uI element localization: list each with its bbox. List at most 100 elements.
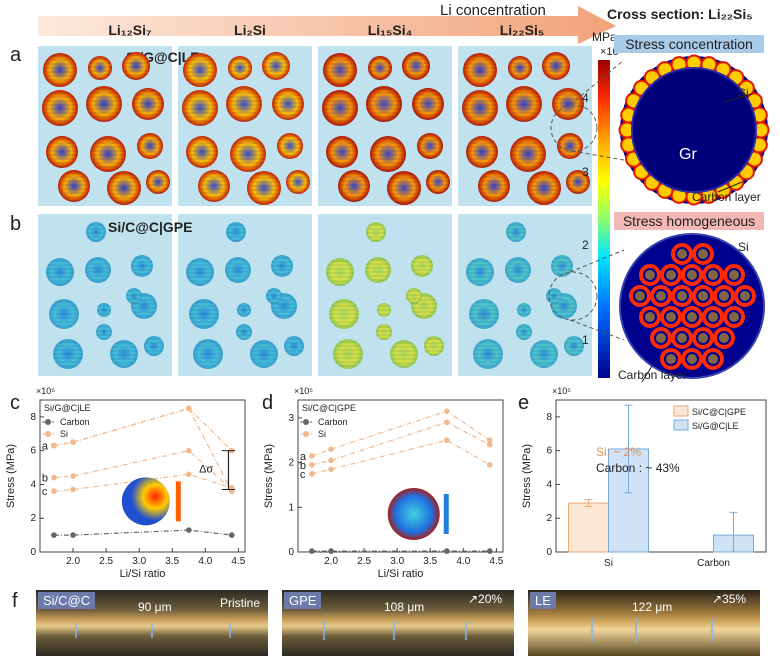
x-tick-label: 4.0	[456, 556, 470, 567]
series-point	[328, 457, 334, 464]
y-tick-label: 0	[288, 547, 294, 558]
si-ring	[734, 285, 756, 307]
row-b-particle	[53, 339, 83, 369]
si-ring	[660, 306, 682, 328]
row-b-particle	[326, 258, 354, 286]
si-core	[740, 291, 750, 301]
x-category-label: Si	[604, 558, 613, 569]
x-axis-label: Li/Si ratio	[120, 568, 166, 580]
y-tick-label: 0	[30, 547, 36, 558]
inset-stress-map	[121, 477, 181, 526]
li-concentration-label: Li concentration	[440, 2, 546, 19]
x-tick-label: 2.0	[324, 556, 338, 567]
cross-a-gr-label: Gr	[679, 146, 697, 163]
point-label: b	[42, 473, 48, 485]
si-core	[666, 270, 676, 280]
row-a-particle	[146, 170, 170, 194]
y-axis-label: Stress (MPa)	[5, 444, 17, 508]
row-a-particle	[368, 56, 392, 80]
si-core	[698, 291, 708, 301]
row-b-particle	[530, 340, 558, 368]
y-axis-label: Stress (MPa)	[263, 444, 275, 508]
row-b-particle	[390, 340, 418, 368]
row-a-particle	[338, 170, 370, 202]
series-point	[328, 548, 334, 554]
series-line	[53, 529, 232, 536]
series-point	[486, 437, 493, 444]
row-a-particle	[412, 88, 444, 120]
si-core	[656, 291, 666, 301]
si-ring	[681, 348, 703, 370]
row-a-particle	[132, 88, 164, 120]
si-ring	[671, 327, 693, 349]
row-a-particle	[90, 136, 126, 172]
row-b-particle	[189, 299, 219, 329]
row-b-particle	[424, 336, 444, 356]
si-core	[729, 312, 739, 322]
row-b-particle	[271, 255, 293, 277]
row-a-particle	[506, 86, 542, 122]
row-b-particle	[469, 299, 499, 329]
series-point	[328, 466, 334, 473]
row-a-particle	[466, 136, 498, 168]
panel-a-particles	[42, 52, 590, 205]
si-ring	[671, 285, 693, 307]
si-ring	[660, 348, 682, 370]
si-ring	[629, 285, 651, 307]
concentration-arrow-shape	[38, 6, 616, 44]
row-a-particle	[122, 52, 150, 80]
row-a-particle	[426, 170, 450, 194]
series-point	[51, 442, 57, 449]
series-point	[486, 462, 493, 468]
si-ring	[692, 243, 714, 265]
y-tick-label: 2	[30, 513, 36, 524]
row-b-particle	[546, 288, 562, 304]
row-b-particle	[406, 288, 422, 304]
si-core	[677, 291, 687, 301]
series-point	[443, 437, 450, 444]
row-a-particle	[46, 136, 78, 168]
si-ring	[713, 327, 735, 349]
row-a-particle	[478, 170, 510, 202]
series-line	[53, 407, 233, 452]
si-ring	[650, 285, 672, 307]
row-a-particle	[107, 171, 141, 205]
row-a-particle	[137, 133, 163, 159]
y-tick-label: 0	[546, 547, 552, 558]
row-b-particle	[551, 255, 573, 277]
row-b-particle	[144, 336, 164, 356]
series-line	[311, 421, 491, 466]
series-point	[185, 405, 192, 412]
y-tick-label: 2	[288, 458, 294, 469]
inset-stress-map	[387, 488, 449, 540]
row-a-particle	[230, 136, 266, 172]
row-b-particle	[96, 324, 112, 340]
series-point	[70, 473, 76, 479]
si-core	[698, 333, 708, 343]
colorbar-tick-2: 2	[582, 238, 589, 252]
row-a-particle	[182, 90, 218, 126]
si-core	[687, 312, 697, 322]
si-core	[635, 291, 645, 301]
row-b-particle	[97, 303, 111, 317]
cross-section-b	[619, 233, 765, 382]
si-core	[645, 270, 655, 280]
row-b-particle	[466, 258, 494, 286]
y-tick-label: 6	[30, 446, 36, 457]
zoom-connectors	[548, 59, 625, 340]
point-label: b	[300, 460, 306, 472]
row-a-particle	[247, 171, 281, 205]
row-a-particle	[42, 90, 78, 126]
row-a-particle	[262, 52, 290, 80]
row-b-particle	[85, 257, 111, 283]
x-tick-label: 3.0	[132, 556, 146, 567]
row-b-particle	[225, 257, 251, 283]
chart-title: Si/C@C|GPE	[302, 403, 356, 413]
film-extra-2: ↗20%	[468, 592, 503, 606]
row-b-particle	[564, 336, 584, 356]
si-ring	[692, 285, 714, 307]
si-core	[687, 270, 697, 280]
colorbar-tick-1: 1	[582, 333, 589, 347]
row-a-particle	[402, 52, 430, 80]
si-ring	[650, 327, 672, 349]
